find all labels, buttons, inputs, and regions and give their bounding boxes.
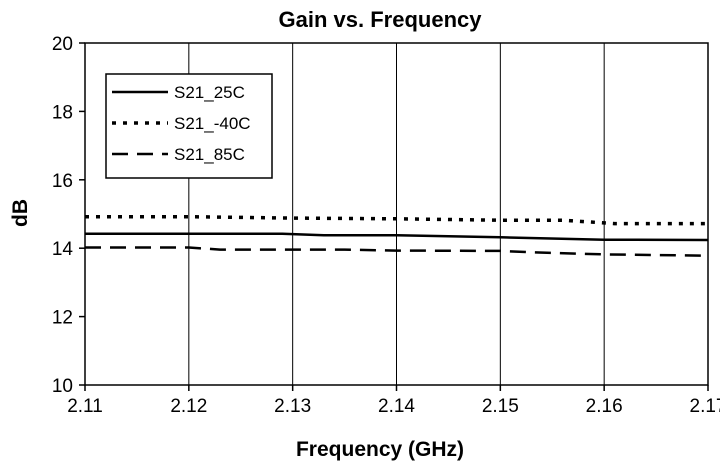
- series-line-2: [85, 246, 709, 257]
- x-axis-label: Frequency (GHz): [296, 438, 464, 461]
- chart-title: Gain vs. Frequency: [279, 7, 483, 32]
- series-line-1: [85, 214, 708, 226]
- y-tick-label: 16: [52, 171, 73, 192]
- y-tick-label: 10: [52, 376, 73, 397]
- x-tick-label: 2.12: [170, 396, 207, 417]
- grid: [188, 43, 605, 385]
- axis-ticks: 2.11 2.12 2.13 2.14 2.15 2.16 2.17 10 12 14 16 18 20: [52, 34, 720, 417]
- x-tick-label: 2.14: [378, 396, 415, 417]
- x-tick-label: 2.17: [690, 396, 720, 417]
- legend-label-2: S21_85C: [174, 145, 245, 164]
- x-tick-label: 2.11: [67, 396, 103, 417]
- series-group: [85, 214, 709, 257]
- legend: S21_25C S21_-40C S21_85C: [105, 73, 273, 179]
- x-tick-label: 2.15: [482, 396, 519, 417]
- legend-label-1: S21_-40C: [174, 114, 251, 133]
- y-tick-label: 18: [52, 102, 73, 123]
- series-line-0: [85, 232, 709, 242]
- y-tick-label: 12: [52, 308, 73, 329]
- legend-label-0: S21_25C: [174, 83, 245, 102]
- x-tick-label: 2.16: [586, 396, 623, 417]
- y-tick-label: 20: [52, 34, 73, 55]
- x-tick-label: 2.13: [274, 396, 311, 417]
- y-tick-label: 14: [52, 239, 74, 260]
- y-axis-label: dB: [9, 199, 32, 227]
